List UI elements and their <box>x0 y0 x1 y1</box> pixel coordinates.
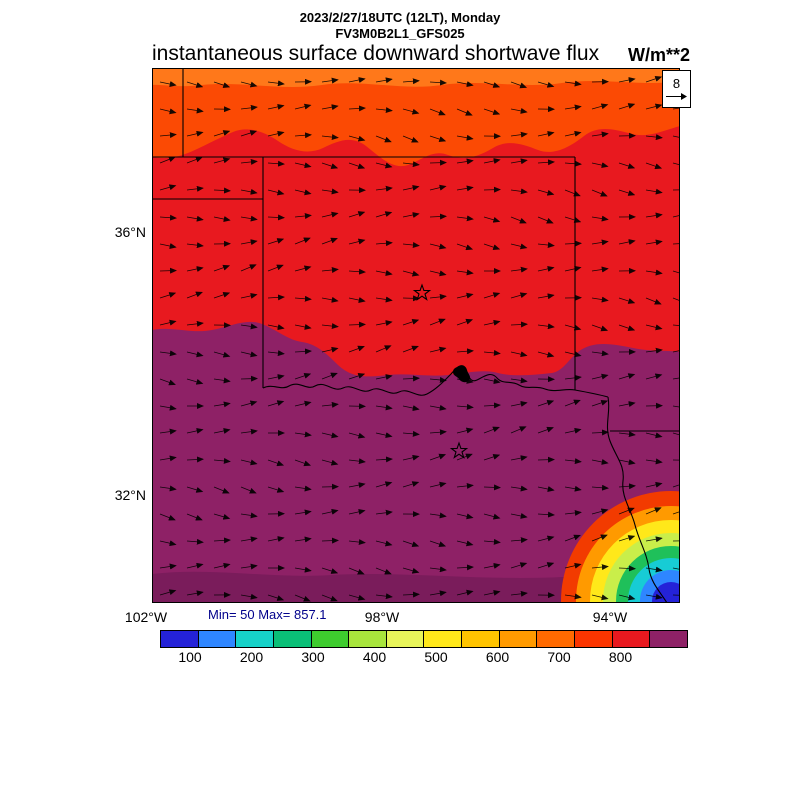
colorbar-segment <box>311 631 350 647</box>
colorbar-segment <box>575 631 613 647</box>
reference-vector-value: 8 <box>672 76 681 91</box>
reference-vector-box: 8 <box>662 70 691 108</box>
lat-label-36n: 36°N <box>114 224 146 240</box>
map-canvas <box>152 68 680 603</box>
colorbar-tick: 300 <box>301 649 325 665</box>
colorbar-tick: 800 <box>608 649 633 665</box>
colorbar <box>160 630 688 648</box>
colorbar-segment <box>537 631 576 647</box>
colorbar-segment <box>198 631 237 647</box>
colorbar-segment <box>236 631 274 647</box>
valid-time-label: 2023/2/27/18UTC (12LT), Monday <box>299 10 501 25</box>
colorbar-segment <box>424 631 463 647</box>
colorbar-segment <box>386 631 425 647</box>
colorbar-segment <box>462 631 500 647</box>
colorbar-segment <box>349 631 387 647</box>
map-svg <box>152 68 680 603</box>
colorbar-segment <box>273 631 312 647</box>
page-title: instantaneous surface downward shortwave… <box>152 42 600 65</box>
minmax-label: Min= 50 Max= 857.1 <box>208 607 327 622</box>
units-label: W/m**2 <box>627 45 690 65</box>
colorbar-tick: 200 <box>239 649 264 665</box>
colorbar-tick: 700 <box>547 649 571 665</box>
lon-label-102w: 102°W <box>124 609 168 625</box>
colorbar-tick: 500 <box>424 649 448 665</box>
colorbar-segment <box>650 631 687 647</box>
lon-label-94w: 94°W <box>592 609 628 625</box>
colorbar-tick: 400 <box>362 649 387 665</box>
colorbar-tick: 100 <box>178 649 202 665</box>
reference-vector-arrow-icon <box>665 93 687 100</box>
colorbar-ticks: 100 200 300 400 500 600 700 800 <box>160 649 686 667</box>
model-run-label: FV3M0B2L1_GFS025 <box>335 26 465 41</box>
colorbar-tick: 600 <box>485 649 510 665</box>
colorbar-segment <box>161 631 199 647</box>
colorbar-segment <box>612 631 651 647</box>
lat-label-32n: 32°N <box>114 487 146 503</box>
lon-label-98w: 98°W <box>364 609 400 625</box>
colorbar-segment <box>499 631 538 647</box>
